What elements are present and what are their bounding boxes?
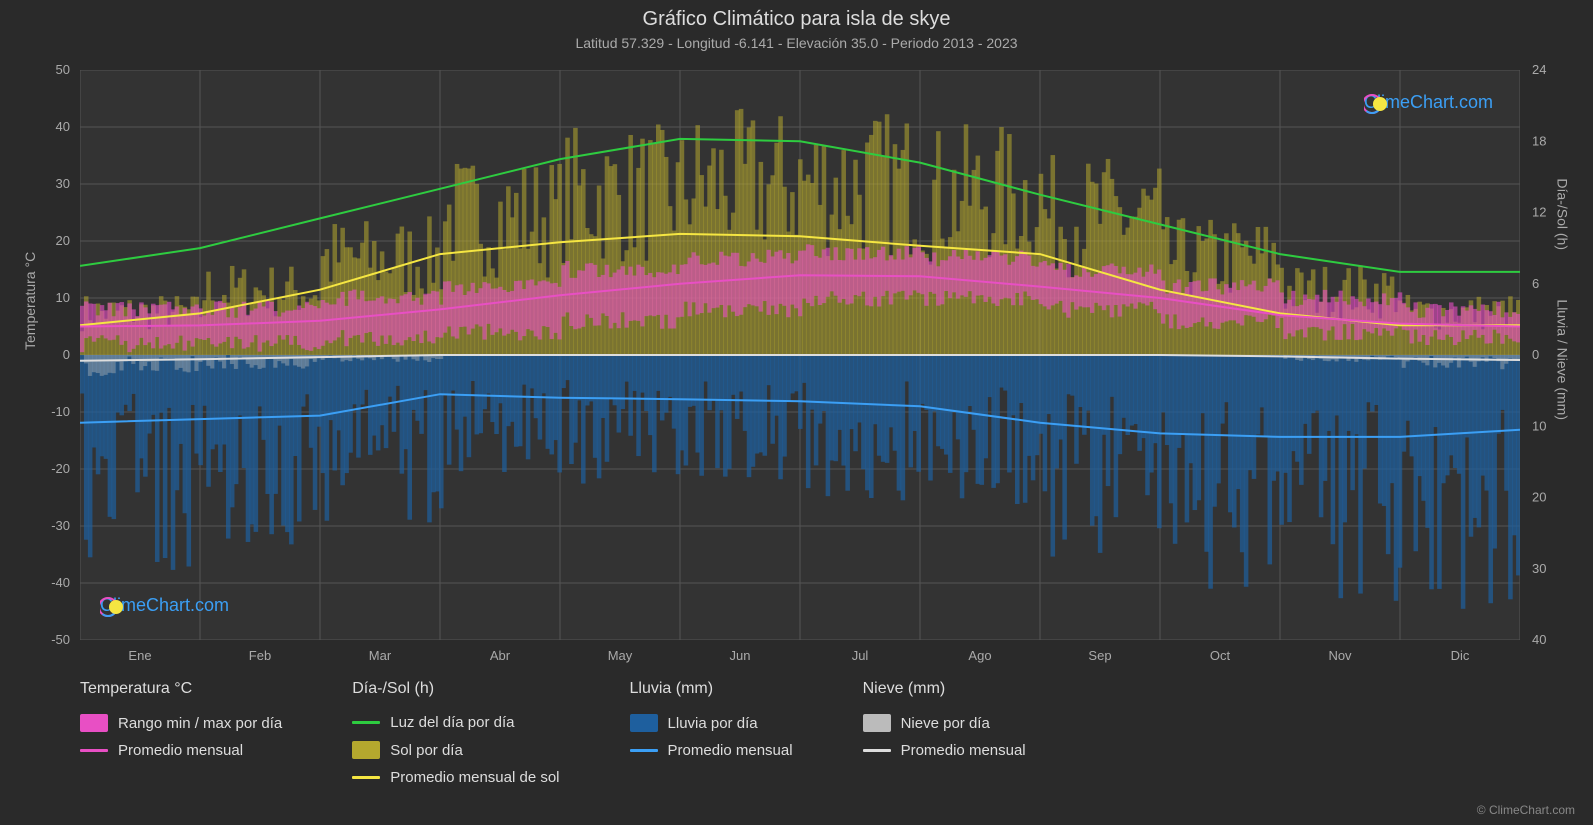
snow-avg-line-swatch <box>863 749 891 752</box>
temp-range-swatch <box>80 714 108 732</box>
temp-avg-line-swatch <box>80 749 108 752</box>
legend-snow-header: Nieve (mm) <box>863 680 1026 698</box>
svg-text:Oct: Oct <box>1210 648 1231 663</box>
legend-temp-col: Temperatura °C Rango min / max por día P… <box>80 680 282 786</box>
svg-text:May: May <box>608 648 633 663</box>
svg-text:Feb: Feb <box>249 648 271 663</box>
snow-swatch <box>863 714 891 732</box>
legend-sun-avg: Promedio mensual de sol <box>352 769 559 786</box>
svg-text:Ago: Ago <box>968 648 991 663</box>
svg-text:10: 10 <box>56 290 70 305</box>
svg-text:50: 50 <box>56 62 70 77</box>
rain-avg-line-swatch <box>630 749 658 752</box>
legend-temp-header: Temperatura °C <box>80 680 282 698</box>
legend-rain-daily-label: Lluvia por día <box>668 715 758 732</box>
legend-sun: Sol por día <box>352 741 559 759</box>
legend-temp-range-label: Rango min / max por día <box>118 715 282 732</box>
brand-logo-top: ClimeChart.com <box>1364 92 1493 113</box>
legend-rain-daily: Lluvia por día <box>630 714 793 732</box>
legend-snow-avg-label: Promedio mensual <box>901 742 1026 759</box>
chart-container: Gráfico Climático para isla de skye Lati… <box>0 0 1593 825</box>
chart-subtitle: Latitud 57.329 - Longitud -6.141 - Eleva… <box>0 31 1593 51</box>
legend-daysun-col: Día-/Sol (h) Luz del día por día Sol por… <box>352 680 559 786</box>
brand-icon <box>100 595 124 619</box>
svg-text:10: 10 <box>1532 418 1546 433</box>
svg-text:18: 18 <box>1532 133 1546 148</box>
y-left-axis-title: Temperatura °C <box>22 252 38 350</box>
daylight-line-swatch <box>352 721 380 724</box>
legend-rain-avg-label: Promedio mensual <box>668 742 793 759</box>
y-right-top-axis-title: Día-/Sol (h) <box>1555 178 1571 250</box>
svg-text:6: 6 <box>1532 276 1539 291</box>
legend-temp-avg-label: Promedio mensual <box>118 742 243 759</box>
svg-text:Nov: Nov <box>1328 648 1352 663</box>
copyright: © ClimeChart.com <box>1477 803 1575 817</box>
svg-text:-40: -40 <box>51 575 70 590</box>
legend-snow-daily: Nieve por día <box>863 714 1026 732</box>
legend-daylight: Luz del día por día <box>352 714 559 731</box>
svg-text:Ene: Ene <box>128 648 151 663</box>
svg-text:Mar: Mar <box>369 648 392 663</box>
brand-icon <box>1364 92 1388 116</box>
svg-text:-10: -10 <box>51 404 70 419</box>
svg-text:Abr: Abr <box>490 648 511 663</box>
rain-swatch <box>630 714 658 732</box>
chart-title: Gráfico Climático para isla de skye <box>0 0 1593 31</box>
svg-text:Jun: Jun <box>730 648 751 663</box>
svg-text:30: 30 <box>1532 561 1546 576</box>
legend-rain-col: Lluvia (mm) Lluvia por día Promedio mens… <box>630 680 793 786</box>
svg-text:20: 20 <box>1532 490 1546 505</box>
legend-daysun-header: Día-/Sol (h) <box>352 680 559 698</box>
plot-svg <box>80 70 1520 640</box>
legend-temp-avg: Promedio mensual <box>80 742 282 759</box>
brand-logo-bottom: ClimeChart.com <box>100 595 229 616</box>
svg-text:12: 12 <box>1532 205 1546 220</box>
y-right-bottom-axis-title: Lluvia / Nieve (mm) <box>1555 299 1571 420</box>
svg-text:0: 0 <box>1532 347 1539 362</box>
svg-text:-50: -50 <box>51 632 70 647</box>
svg-text:40: 40 <box>1532 632 1546 647</box>
sun-swatch <box>352 741 380 759</box>
sun-avg-line-swatch <box>352 776 380 779</box>
legend-snow-avg: Promedio mensual <box>863 742 1026 759</box>
legend-daylight-label: Luz del día por día <box>390 714 514 731</box>
legend-temp-range: Rango min / max por día <box>80 714 282 732</box>
svg-text:Dic: Dic <box>1451 648 1470 663</box>
svg-text:24: 24 <box>1532 62 1546 77</box>
plot-area <box>80 70 1520 640</box>
svg-text:0: 0 <box>63 347 70 362</box>
svg-text:Jul: Jul <box>852 648 869 663</box>
legend-snow-daily-label: Nieve por día <box>901 715 990 732</box>
svg-text:Sep: Sep <box>1088 648 1111 663</box>
svg-text:40: 40 <box>56 119 70 134</box>
svg-text:-20: -20 <box>51 461 70 476</box>
legend-snow-col: Nieve (mm) Nieve por día Promedio mensua… <box>863 680 1026 786</box>
svg-text:-30: -30 <box>51 518 70 533</box>
legend-sun-label: Sol por día <box>390 742 463 759</box>
svg-text:30: 30 <box>56 176 70 191</box>
legend-sun-avg-label: Promedio mensual de sol <box>390 769 559 786</box>
legend: Temperatura °C Rango min / max por día P… <box>80 680 1520 786</box>
svg-text:20: 20 <box>56 233 70 248</box>
legend-rain-avg: Promedio mensual <box>630 742 793 759</box>
legend-rain-header: Lluvia (mm) <box>630 680 793 698</box>
